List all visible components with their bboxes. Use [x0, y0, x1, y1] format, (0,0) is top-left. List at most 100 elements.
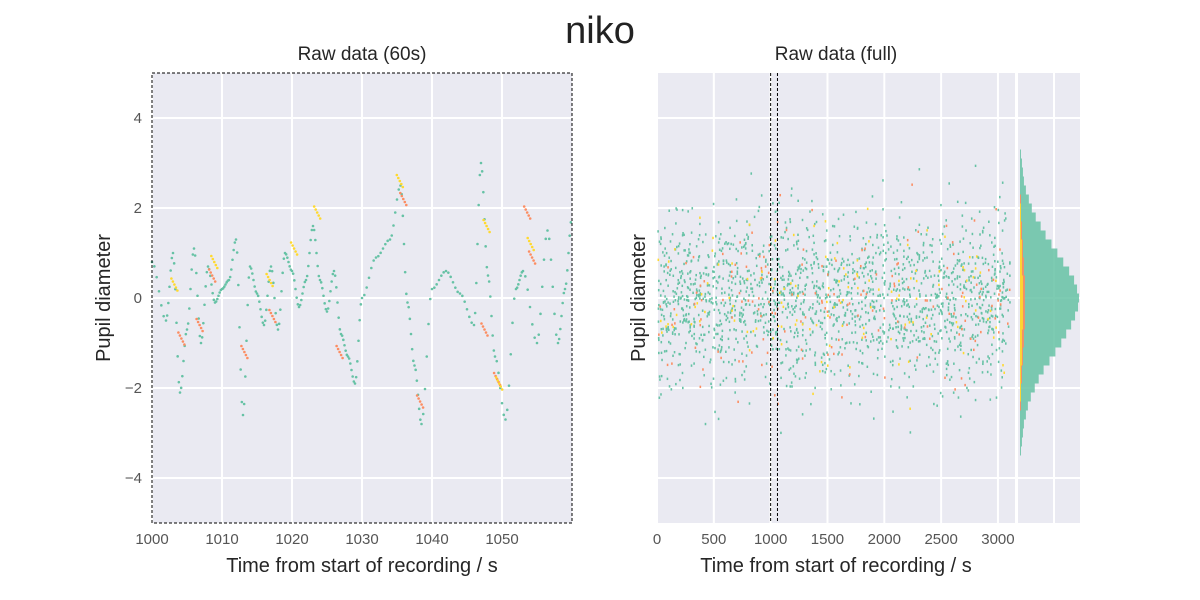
data-point	[567, 251, 570, 255]
data-point	[704, 422, 707, 426]
data-point	[973, 312, 975, 316]
data-point	[947, 363, 950, 367]
data-point	[846, 303, 849, 306]
data-point	[757, 308, 760, 311]
data-point	[882, 249, 885, 253]
data-point	[734, 275, 737, 278]
data-point	[734, 282, 737, 286]
data-point	[918, 254, 921, 257]
panel-60s-frame	[151, 72, 573, 524]
data-point	[666, 363, 669, 367]
data-point	[728, 286, 731, 290]
data-point	[883, 296, 885, 300]
data-point	[497, 382, 501, 385]
data-point	[683, 317, 686, 321]
data-point	[242, 402, 246, 406]
data-point	[952, 243, 954, 246]
data-point	[738, 360, 740, 363]
data-point	[988, 325, 990, 329]
histogram-bar	[1020, 392, 1021, 402]
data-point	[465, 307, 469, 311]
data-point	[674, 290, 676, 294]
data-point	[213, 280, 217, 283]
data-point	[903, 300, 906, 304]
data-point	[736, 270, 739, 273]
data-point	[874, 222, 877, 226]
data-point	[844, 342, 847, 345]
data-point	[415, 394, 419, 397]
data-point	[530, 256, 534, 259]
data-point	[473, 311, 477, 315]
data-point	[774, 239, 777, 242]
data-point	[449, 275, 452, 279]
data-point	[920, 330, 923, 333]
data-point	[830, 313, 833, 316]
data-point	[804, 376, 806, 379]
data-point	[770, 277, 773, 280]
data-point	[683, 298, 686, 301]
data-point	[918, 255, 921, 259]
data-point	[952, 315, 955, 318]
data-point	[662, 334, 664, 337]
histogram-bar	[1020, 293, 1023, 303]
data-point	[996, 284, 999, 288]
data-point	[859, 315, 862, 318]
data-point	[482, 190, 485, 194]
data-point	[753, 311, 756, 314]
data-point	[993, 206, 996, 209]
data-point	[981, 293, 984, 296]
data-point	[199, 341, 203, 345]
data-point	[792, 365, 795, 368]
data-point	[487, 280, 491, 283]
data-point	[953, 312, 955, 315]
data-point	[770, 337, 773, 341]
data-point	[990, 314, 993, 317]
data-point	[895, 299, 898, 302]
data-point	[853, 270, 856, 273]
data-point	[296, 303, 300, 306]
data-point	[658, 240, 661, 243]
data-point	[723, 312, 726, 316]
histogram-bar	[1020, 158, 1022, 168]
data-point	[840, 279, 843, 282]
data-point	[665, 328, 668, 332]
data-point	[217, 294, 220, 298]
data-point	[849, 366, 851, 369]
data-point	[767, 333, 769, 337]
data-point	[989, 234, 991, 237]
data-point	[300, 298, 303, 302]
data-point	[1004, 342, 1007, 345]
data-point	[677, 252, 680, 255]
data-point	[811, 267, 813, 270]
data-point	[949, 340, 951, 343]
data-point	[657, 230, 659, 233]
data-point	[695, 350, 698, 353]
data-point	[909, 277, 912, 280]
data-point	[248, 265, 252, 268]
data-point	[694, 305, 696, 309]
data-point	[871, 269, 873, 272]
data-point	[780, 293, 783, 296]
data-point	[979, 290, 982, 293]
data-point	[982, 298, 985, 302]
data-point	[734, 308, 737, 312]
data-point	[420, 422, 423, 426]
data-point	[195, 317, 198, 321]
data-point	[954, 388, 956, 391]
data-point	[420, 403, 423, 406]
data-point	[883, 316, 886, 320]
data-point	[929, 243, 931, 247]
data-point	[872, 256, 875, 259]
data-point	[878, 341, 880, 344]
data-point	[667, 325, 669, 329]
data-point	[665, 325, 667, 328]
data-point	[700, 274, 702, 277]
data-point	[979, 319, 981, 322]
data-point	[164, 319, 168, 322]
data-point	[890, 301, 893, 305]
data-point	[758, 281, 761, 284]
data-point	[873, 317, 875, 320]
data-point	[704, 348, 707, 351]
data-point	[964, 319, 967, 322]
data-point	[829, 300, 832, 304]
